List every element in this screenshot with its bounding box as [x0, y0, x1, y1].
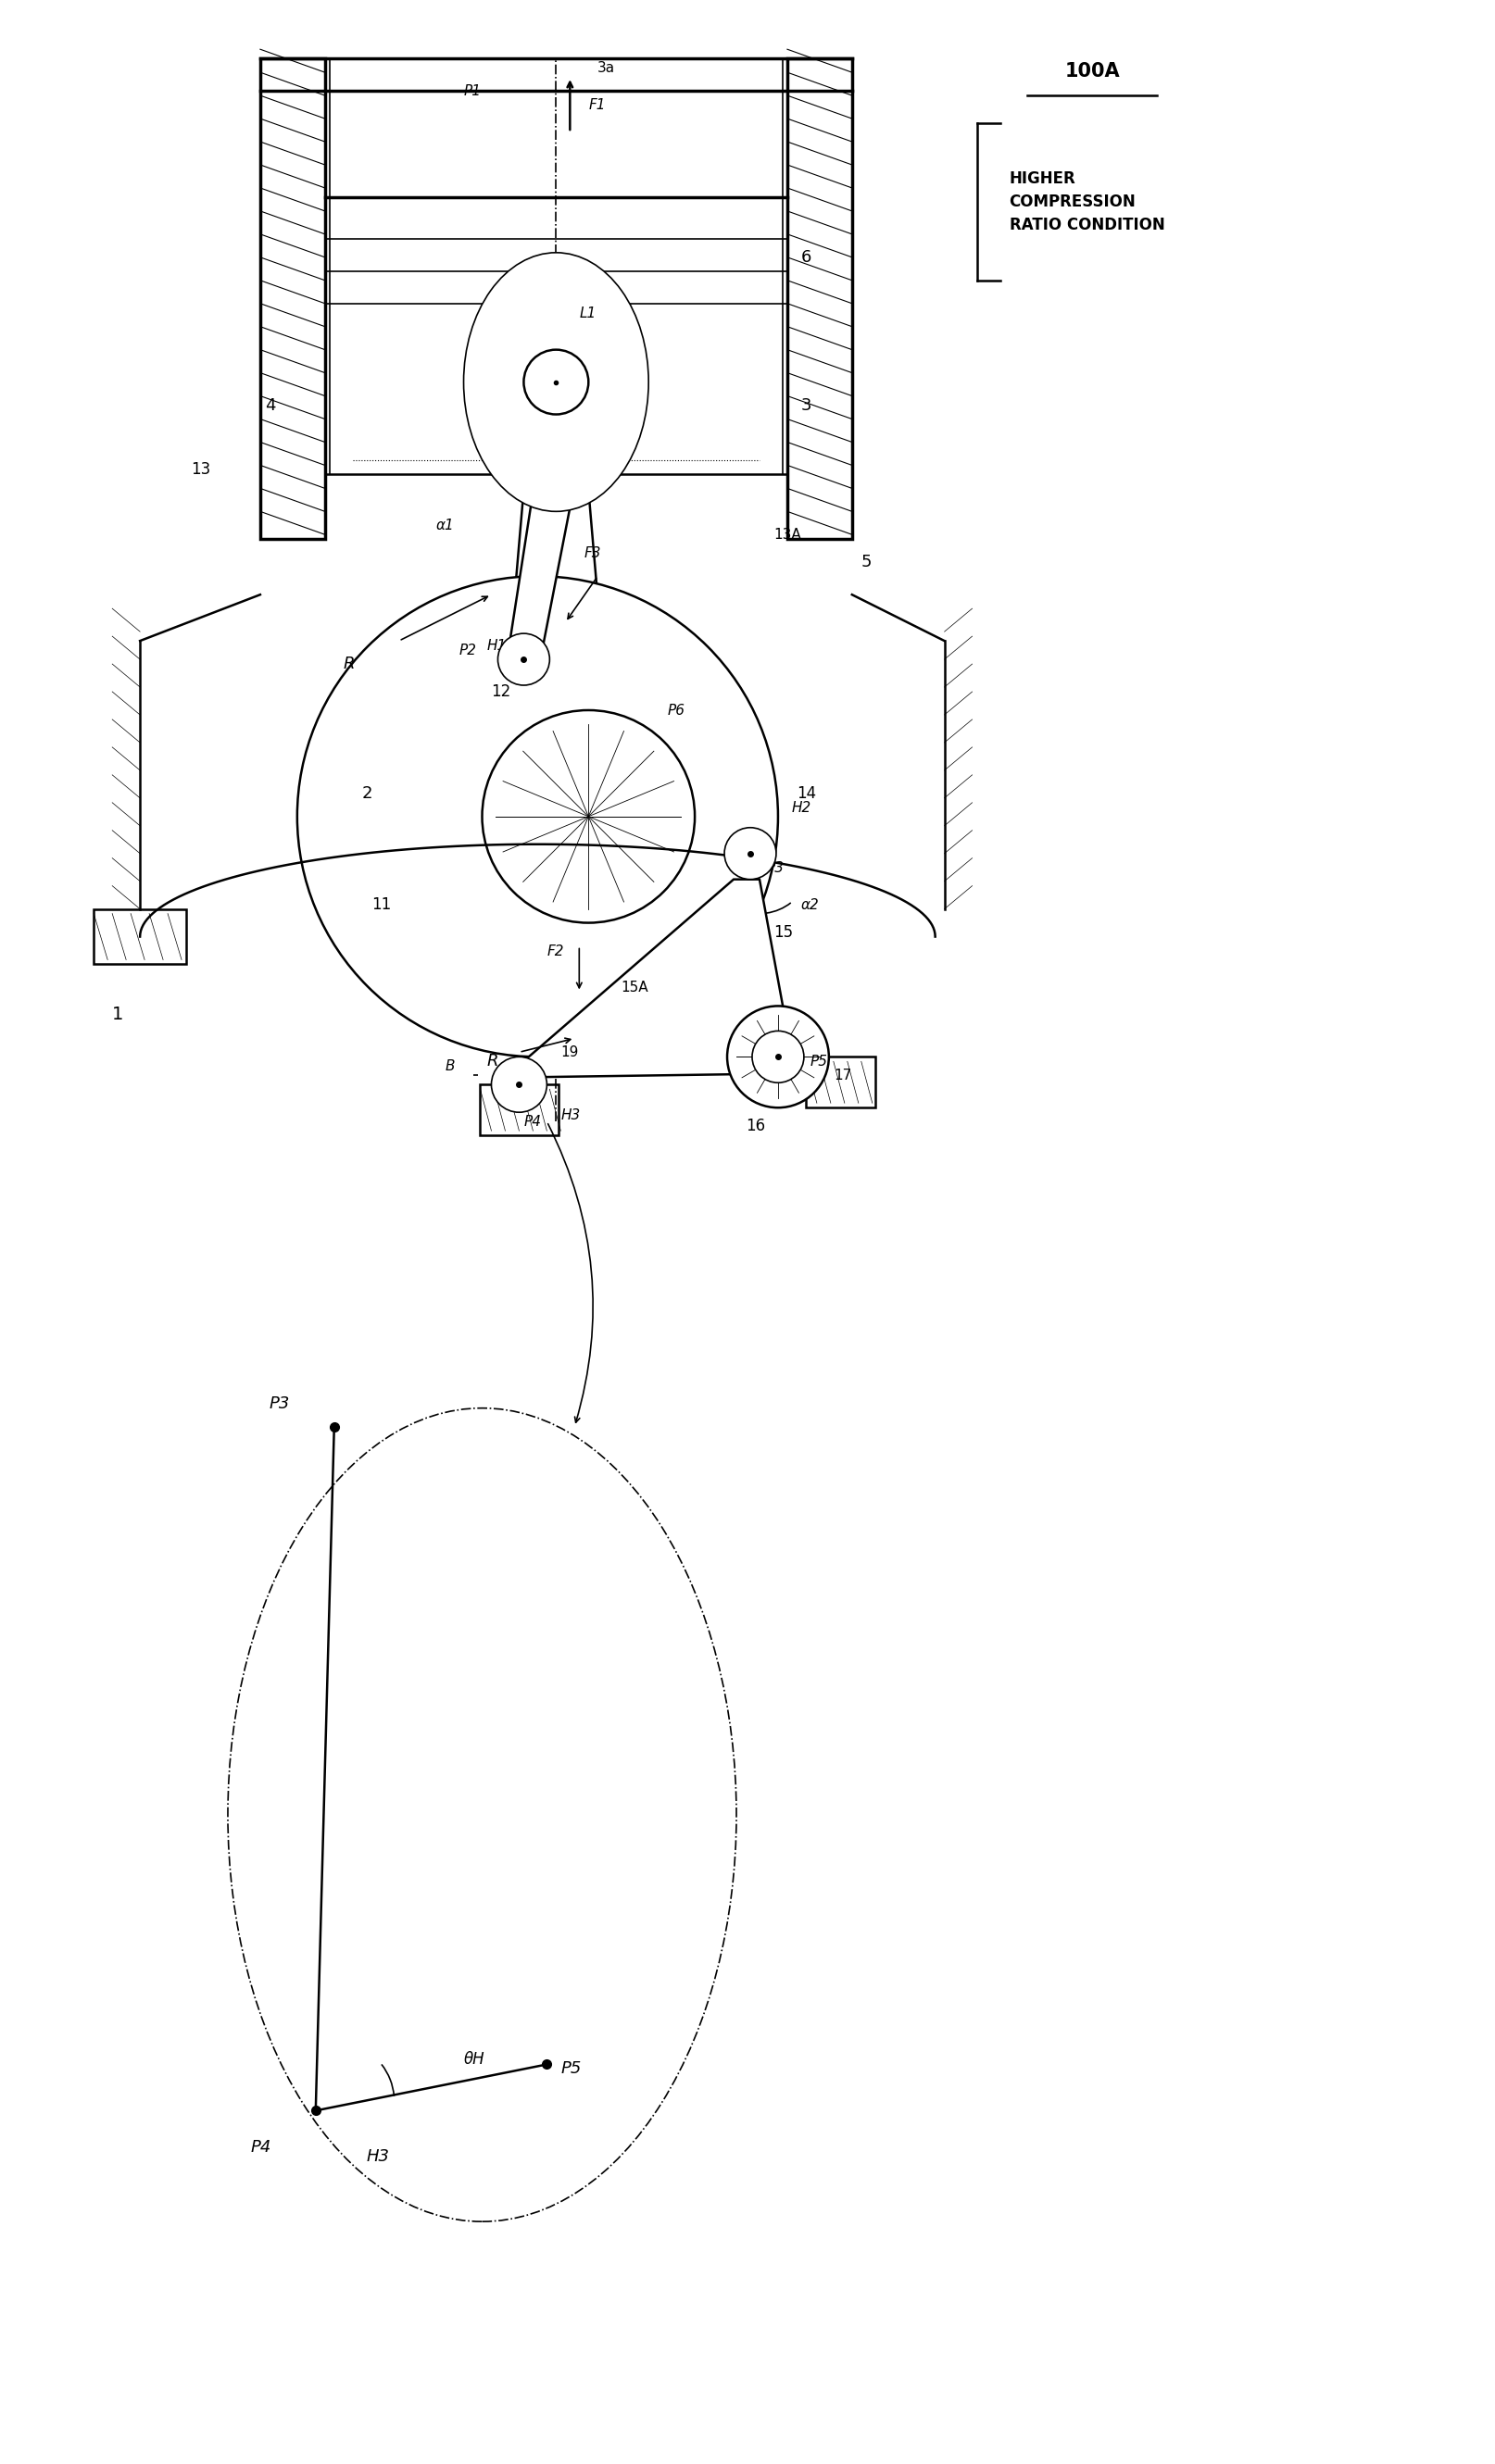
Bar — [786, 59, 852, 540]
Text: 4: 4 — [265, 397, 275, 414]
Text: 3a: 3a — [598, 62, 614, 74]
Text: P1: P1 — [463, 84, 481, 99]
Text: 6: 6 — [801, 249, 812, 266]
Text: R: R — [486, 1052, 498, 1069]
Text: 15A: 15A — [620, 981, 647, 995]
Text: H3: H3 — [561, 1109, 580, 1124]
Bar — [94, 909, 185, 963]
Text: α2: α2 — [801, 897, 819, 912]
Text: H3: H3 — [366, 2149, 390, 2166]
Circle shape — [498, 633, 549, 685]
Text: P3: P3 — [767, 860, 783, 875]
Text: 12: 12 — [490, 683, 511, 700]
Text: R: R — [344, 655, 354, 673]
Text: H2: H2 — [791, 801, 812, 816]
Polygon shape — [505, 382, 607, 705]
Text: 17: 17 — [833, 1069, 851, 1082]
Circle shape — [523, 350, 588, 414]
Text: P6: P6 — [667, 705, 685, 717]
Text: B: B — [446, 1060, 454, 1074]
Circle shape — [724, 828, 776, 880]
Circle shape — [490, 1057, 547, 1111]
Text: 1: 1 — [112, 1005, 124, 1023]
Text: P3: P3 — [269, 1395, 290, 1412]
Text: 100A: 100A — [1064, 62, 1120, 81]
Text: F2: F2 — [547, 944, 564, 958]
Text: 2: 2 — [362, 786, 372, 801]
Polygon shape — [505, 880, 789, 1077]
Text: P4: P4 — [251, 2139, 272, 2156]
Ellipse shape — [227, 1407, 736, 2223]
Text: P4: P4 — [523, 1116, 541, 1129]
Text: θH: θH — [463, 2053, 484, 2067]
Text: 14: 14 — [795, 786, 816, 801]
Text: 13: 13 — [191, 461, 211, 478]
Text: F3: F3 — [583, 547, 601, 559]
Text: 3: 3 — [801, 397, 812, 414]
Text: F1: F1 — [588, 99, 605, 113]
Text: L1: L1 — [579, 306, 595, 320]
Text: P5: P5 — [810, 1055, 827, 1069]
Text: 16: 16 — [745, 1119, 765, 1133]
Text: P2: P2 — [459, 643, 477, 658]
Circle shape — [298, 577, 777, 1057]
Bar — [806, 1057, 875, 1109]
Bar — [480, 1084, 559, 1136]
Text: P5: P5 — [561, 2060, 582, 2077]
Polygon shape — [507, 476, 576, 660]
Circle shape — [727, 1005, 828, 1109]
Text: 5: 5 — [861, 554, 872, 572]
Text: HIGHER
COMPRESSION
RATIO CONDITION: HIGHER COMPRESSION RATIO CONDITION — [1009, 170, 1163, 234]
Text: 15: 15 — [773, 924, 792, 941]
Bar — [260, 59, 324, 540]
Text: α1: α1 — [435, 520, 454, 532]
Text: 19: 19 — [561, 1045, 579, 1060]
Ellipse shape — [463, 254, 649, 513]
Text: 13A: 13A — [773, 527, 800, 542]
Text: 11: 11 — [371, 897, 390, 912]
Text: H1: H1 — [486, 638, 507, 653]
Circle shape — [752, 1030, 803, 1082]
